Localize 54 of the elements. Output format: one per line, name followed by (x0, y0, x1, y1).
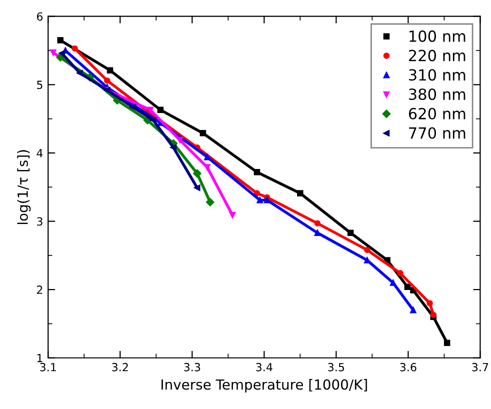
point (347, 230, 354, 236)
legend-label: 620 nm (408, 108, 466, 120)
point (130, 104, 136, 110)
x-tick-label: 3.3 (184, 362, 200, 372)
y-tick-label: 3 (37, 217, 42, 226)
point (264, 196, 270, 204)
x-tick-label: 3.1 (40, 362, 56, 372)
point (384, 257, 390, 264)
point (314, 220, 321, 226)
point (254, 190, 260, 196)
x-tick-label: 3.5 (328, 362, 344, 372)
point (254, 168, 260, 176)
y-tick-label: 1 (37, 354, 42, 362)
point (390, 280, 396, 286)
point (256, 196, 263, 204)
point (176, 136, 184, 144)
point (364, 246, 370, 254)
point (170, 144, 177, 151)
point (314, 230, 321, 236)
point (430, 312, 437, 318)
legend-label: 220 nm (408, 50, 466, 62)
point (404, 284, 411, 290)
y-tick-label: 5 (37, 80, 42, 90)
point (106, 67, 114, 74)
y-tick-label: 2 (37, 286, 42, 294)
point (57, 37, 64, 44)
legend-label: 770 nm (409, 127, 466, 139)
y-tick-label: 4 (36, 149, 43, 158)
point (193, 169, 202, 178)
legend-label: 380 nm (409, 88, 466, 100)
point (72, 45, 78, 52)
y-axis-title: log(1/τ [s]) (17, 150, 31, 224)
point (426, 300, 433, 306)
legend-label: 100 nm (410, 30, 466, 42)
point (204, 154, 210, 160)
point (147, 106, 154, 114)
x-tick-label: 3.6 (400, 362, 416, 372)
point (397, 270, 404, 276)
x-tick-label: 3.2 (112, 362, 128, 372)
point (444, 340, 450, 346)
x-axis-title: Inverse Temperature [1000/K] (162, 379, 367, 392)
x-tick-label: 3.7 (472, 362, 488, 372)
point (50, 49, 56, 56)
point (206, 198, 214, 206)
x-tick-label: 3.4 (256, 362, 272, 372)
point (157, 106, 164, 114)
point (76, 70, 83, 76)
point (104, 77, 110, 84)
point (229, 212, 236, 218)
point (410, 306, 416, 314)
point (200, 130, 206, 136)
point (297, 190, 304, 196)
legend-label: 310 nm (409, 69, 466, 81)
y-tick-label: 6 (36, 12, 43, 21)
